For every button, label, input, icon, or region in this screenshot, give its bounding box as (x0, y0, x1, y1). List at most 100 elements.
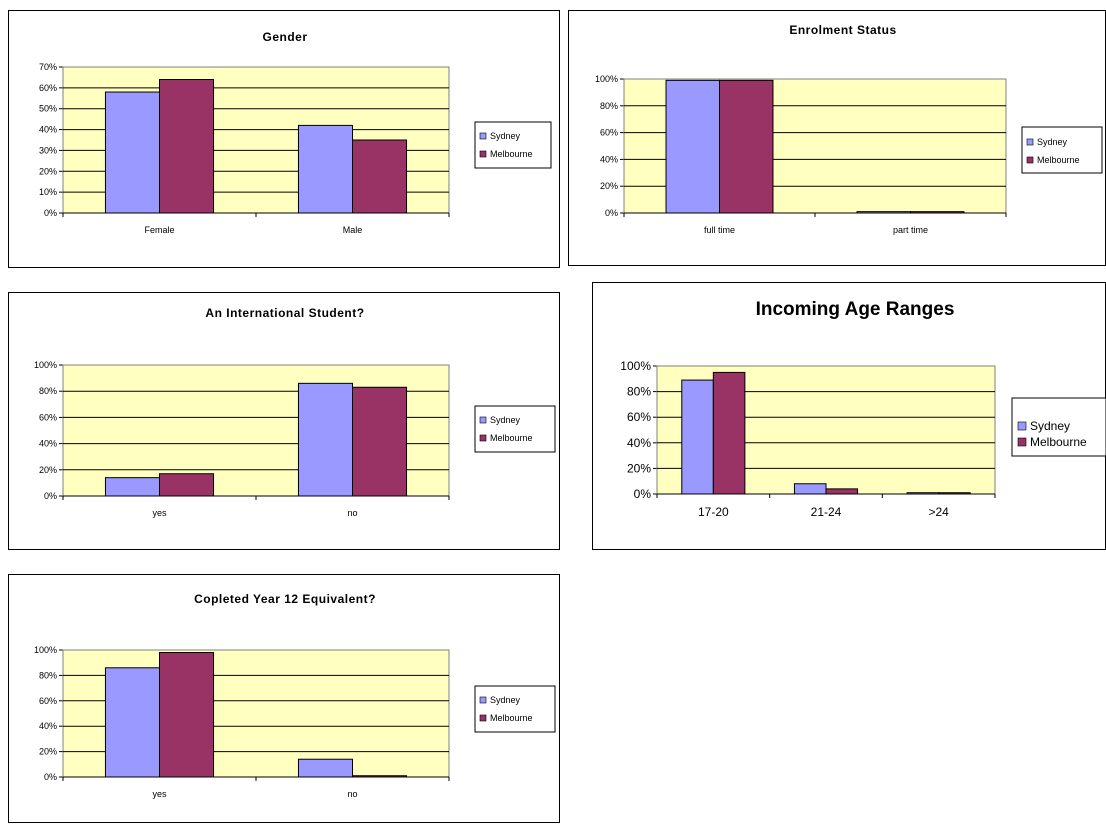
y-tick-label: 0% (44, 772, 57, 782)
chart-title: Gender (262, 30, 307, 44)
legend-swatch-melbourne (1026, 156, 1034, 164)
y-tick-label: 20% (39, 465, 57, 475)
bar-sydney-female (104, 91, 160, 214)
legend-label-melbourne: Melbourne (490, 149, 533, 159)
y-tick-label: 80% (600, 101, 618, 111)
y-tick-label: 10% (39, 187, 57, 197)
chart-title: An International Student? (205, 306, 364, 320)
x-tick-label: Female (144, 225, 174, 235)
y-tick-label: 100% (620, 359, 651, 373)
legend: Sydney Melbourne (1021, 126, 1103, 174)
legend-label-sydney: Sydney (1030, 419, 1070, 433)
x-tick-label: no (347, 508, 357, 518)
legend-label-sydney: Sydney (490, 131, 521, 141)
legend-swatch-melbourne (479, 434, 487, 442)
bar-sydney-fulltime (665, 79, 720, 214)
international-student-chart: An International Student? 0% 20% 40% 60% 80%… (8, 292, 560, 550)
bar-sydney-no (297, 382, 353, 497)
y-tick-label: 50% (39, 104, 57, 114)
legend-label-sydney: Sydney (490, 415, 521, 425)
legend-label-sydney: Sydney (490, 695, 521, 705)
legend-label-melbourne: Melbourne (1037, 155, 1080, 165)
y-tick-label: 100% (34, 645, 57, 655)
incoming-age-ranges-chart-svg: Incoming Age Ranges 0% 20% 40% 60% 80% 100% 1… (620, 299, 1106, 519)
x-tick-label: yes (152, 508, 167, 518)
bar-sydney-yes (104, 667, 160, 778)
x-tick-label: full time (704, 225, 735, 235)
bar-sydney-yes (104, 477, 160, 497)
chart-title: Incoming Age Ranges (756, 299, 955, 320)
y-tick-label: 60% (39, 412, 57, 422)
gender-chart-svg: Gender 0% 10% 20% 30% 40% 50% 60% 70% Female Mal… (39, 30, 552, 235)
y-tick-label: 0% (605, 208, 618, 218)
y-tick-label: 40% (39, 125, 57, 135)
international-student-chart-svg: An International Student? 0% 20% 40% 60% 80%… (34, 306, 556, 518)
legend-swatch-sydney (1017, 421, 1027, 431)
bar-sydney-1720 (681, 379, 714, 495)
y-tick-label: 80% (39, 386, 57, 396)
y-tick-label: 0% (634, 487, 652, 501)
y-tick-label: 20% (39, 747, 57, 757)
y-tick-label: 40% (627, 436, 651, 450)
bar-sydney-male (297, 124, 353, 214)
x-tick-label: no (347, 789, 357, 799)
y-tick-label: 20% (39, 166, 57, 176)
y-tick-label: 60% (39, 83, 57, 93)
enrolment-status-chart-svg: Enrolment Status 0% 20% 40% 60% 80% 100% full… (595, 23, 1103, 235)
bar-sydney-2124 (793, 483, 827, 495)
bar-melbourne-1720 (712, 371, 746, 495)
legend-label-sydney: Sydney (1037, 137, 1068, 147)
legend-label-melbourne: Melbourne (490, 713, 533, 723)
y-tick-label: 40% (39, 721, 57, 731)
legend-swatch-melbourne (479, 714, 487, 722)
x-tick-label: 17-20 (698, 505, 729, 519)
legend: Sydney Melbourne (474, 685, 556, 733)
bar-sydney-no (297, 758, 353, 778)
y-tick-label: 60% (627, 410, 651, 424)
legend-swatch-sydney (479, 416, 487, 424)
legend: Sydney Melbourne (474, 121, 552, 169)
y-tick-label: 100% (34, 360, 57, 370)
y-tick-label: 0% (44, 208, 57, 218)
x-tick-label: >24 (928, 505, 949, 519)
x-tick-label: yes (152, 789, 167, 799)
bar-melbourne-male (352, 139, 408, 214)
bar-melbourne-yes (159, 473, 215, 497)
legend: Sydney Melbourne (474, 405, 556, 453)
completed-year12-chart-svg: Copleted Year 12 Equivalent? 0% 20% 40% 60%… (34, 592, 556, 799)
bar-melbourne-no (352, 386, 408, 497)
y-tick-label: 40% (39, 439, 57, 449)
legend-label-melbourne: Melbourne (1030, 435, 1087, 449)
bar-melbourne-yes (159, 652, 215, 778)
y-tick-label: 80% (627, 385, 651, 399)
bar-melbourne-fulltime (719, 79, 774, 214)
completed-year12-chart: Copleted Year 12 Equivalent? 0% 20% 40% 60%… (8, 574, 560, 823)
y-tick-label: 30% (39, 145, 57, 155)
legend-swatch-melbourne (1017, 437, 1027, 447)
chart-title: Enrolment Status (789, 23, 896, 37)
y-tick-label: 60% (600, 128, 618, 138)
legend-swatch-sydney (1026, 138, 1034, 146)
y-tick-label: 100% (595, 74, 618, 84)
bar-melbourne-2124 (825, 488, 859, 495)
y-tick-label: 20% (627, 461, 651, 475)
gender-chart: Gender 0% 10% 20% 30% 40% 50% 60% 70% Female Mal… (8, 10, 560, 268)
y-tick-label: 20% (600, 181, 618, 191)
y-tick-label: 80% (39, 670, 57, 680)
x-tick-label: part time (893, 225, 928, 235)
x-tick-label: Male (343, 225, 363, 235)
y-tick-label: 60% (39, 696, 57, 706)
y-tick-label: 70% (39, 62, 57, 72)
incoming-age-ranges-chart: Incoming Age Ranges 0% 20% 40% 60% 80% 100% 1… (592, 282, 1106, 550)
legend-swatch-sydney (479, 696, 487, 704)
legend-swatch-melbourne (479, 150, 487, 158)
legend-label-melbourne: Melbourne (490, 433, 533, 443)
legend: Sydney Melbourne (1011, 397, 1106, 457)
legend-swatch-sydney (479, 132, 487, 140)
chart-title: Copleted Year 12 Equivalent? (194, 592, 376, 606)
bar-melbourne-female (159, 79, 215, 214)
y-tick-label: 0% (44, 491, 57, 501)
y-tick-label: 40% (600, 154, 618, 164)
x-tick-label: 21-24 (811, 505, 842, 519)
enrolment-status-chart: Enrolment Status 0% 20% 40% 60% 80% 100% full… (568, 10, 1106, 266)
